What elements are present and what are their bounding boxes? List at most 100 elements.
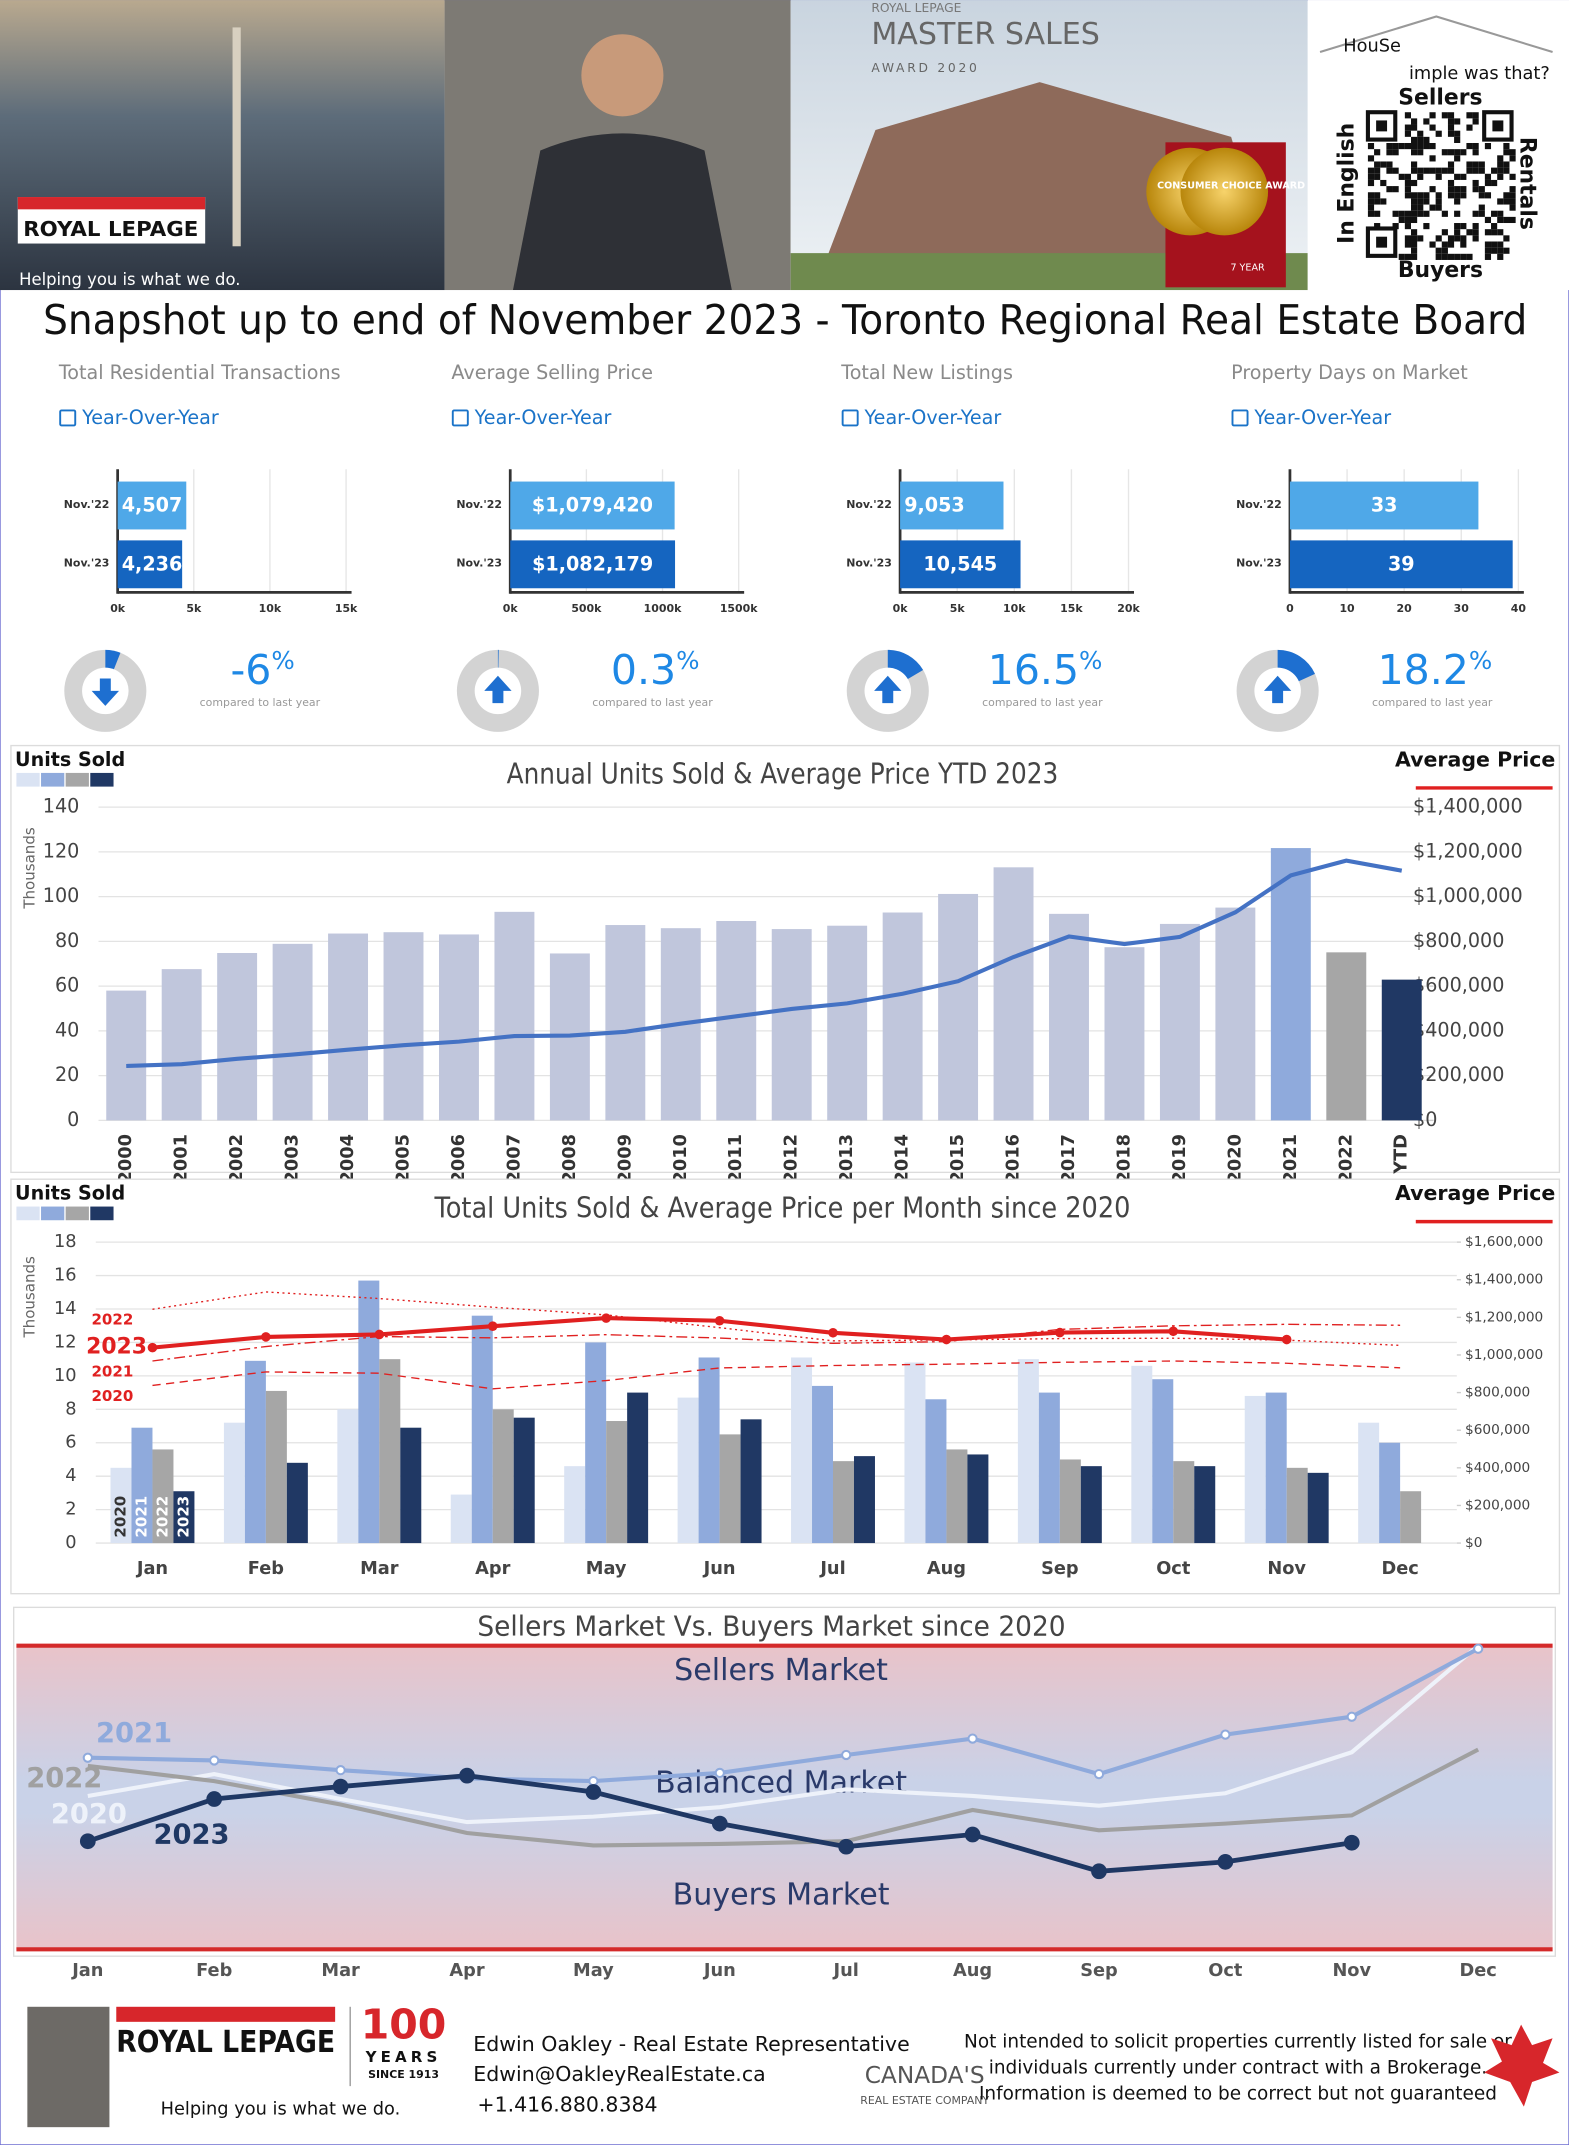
change-note: compared to last year bbox=[200, 696, 321, 709]
qr-cell bbox=[1367, 192, 1375, 199]
legend-swatch bbox=[41, 772, 65, 787]
qr-cell bbox=[1367, 143, 1375, 150]
kpi-title: Property Days on Market bbox=[1231, 361, 1468, 384]
category-label: Nov.'23 bbox=[64, 557, 110, 570]
award-year: AWARD 2020 bbox=[871, 61, 979, 75]
x-tick-label: May bbox=[573, 1960, 614, 1981]
agent-email: Edwin@OakleyRealEstate.ca bbox=[473, 2062, 765, 2086]
x-tick-label: 2009 bbox=[614, 1134, 635, 1183]
qr-cell bbox=[1472, 161, 1479, 168]
qr-cell bbox=[1460, 235, 1467, 242]
qr-cell bbox=[1374, 161, 1381, 168]
qr-cell bbox=[1466, 112, 1473, 119]
qr-cell bbox=[1404, 179, 1412, 187]
qr-cell bbox=[1423, 118, 1430, 125]
qr-cell bbox=[1472, 235, 1479, 242]
bar bbox=[110, 1467, 132, 1544]
qr-cell bbox=[1503, 198, 1510, 205]
market-line bbox=[87, 1644, 1480, 1825]
y-tick-label: 80 bbox=[55, 929, 79, 952]
x-tick-label: Apr bbox=[449, 1960, 484, 1981]
x-tick-label: 10k bbox=[259, 602, 282, 615]
qr-cell bbox=[1441, 253, 1448, 260]
bar-series-label: 2023 bbox=[174, 1496, 192, 1538]
change-unit: % bbox=[1079, 646, 1102, 675]
bar bbox=[383, 932, 424, 1121]
x-tick-label: 15k bbox=[1060, 602, 1083, 615]
x-tick-label: 2007 bbox=[503, 1134, 524, 1183]
qr-cell bbox=[1411, 118, 1418, 125]
x-tick-label: Jun bbox=[703, 1558, 736, 1579]
bar bbox=[1289, 540, 1513, 589]
qr-cell bbox=[1417, 167, 1424, 174]
kpi-period: Year-Over-Year bbox=[1253, 406, 1391, 429]
qr-cell bbox=[1466, 253, 1473, 260]
qr-cell bbox=[1411, 247, 1418, 254]
bar bbox=[438, 934, 479, 1121]
qr-cell bbox=[1447, 253, 1455, 260]
qr-cell bbox=[1497, 161, 1504, 168]
qr-line1: HouSe bbox=[1343, 36, 1401, 57]
roof bbox=[1319, 15, 1553, 54]
price-marker bbox=[147, 1342, 158, 1353]
value-label: 10,545 bbox=[923, 553, 997, 576]
legend-swatch bbox=[90, 772, 114, 787]
x-tick-label: 2011 bbox=[725, 1134, 746, 1183]
qr-cell bbox=[1509, 186, 1516, 193]
qr-cell bbox=[1447, 186, 1455, 193]
qr-cell bbox=[1497, 229, 1504, 236]
y-tick-label: 14 bbox=[54, 1298, 77, 1319]
qr-code bbox=[1365, 110, 1516, 260]
category-label: Nov.'22 bbox=[456, 498, 502, 511]
qr-right: Rentals bbox=[1515, 137, 1540, 230]
x-tick-label: 500k bbox=[571, 602, 602, 615]
qr-cell bbox=[1484, 173, 1492, 180]
price-marker bbox=[1281, 1334, 1292, 1345]
category-label: Nov.'22 bbox=[846, 498, 892, 511]
qr-cell bbox=[1509, 155, 1516, 162]
bar bbox=[1307, 1472, 1329, 1544]
x-tick-label: 20k bbox=[1117, 602, 1140, 615]
change-unit: % bbox=[676, 646, 699, 675]
x-tick-label: Apr bbox=[475, 1558, 510, 1579]
qr-cell bbox=[1472, 118, 1479, 125]
qr-cell bbox=[1417, 143, 1424, 150]
medal bbox=[1180, 147, 1269, 236]
kpi-period: Year-Over-Year bbox=[864, 406, 1002, 429]
market-marker bbox=[588, 1775, 599, 1787]
qr-cell bbox=[1454, 223, 1461, 230]
qr-cell bbox=[1491, 167, 1498, 174]
bar bbox=[1286, 1467, 1308, 1544]
qr-cell bbox=[1411, 241, 1418, 248]
legend-swatch bbox=[16, 1206, 40, 1221]
market-marker bbox=[964, 1826, 981, 1843]
kpi-period: Year-Over-Year bbox=[81, 406, 219, 429]
qr-cell bbox=[1454, 173, 1461, 180]
qr-finder bbox=[1365, 110, 1398, 142]
qr-cell bbox=[1367, 167, 1375, 174]
qr-cell bbox=[1367, 204, 1375, 211]
y-tick-label: 0 bbox=[67, 1108, 79, 1131]
y-axis-label: Thousands bbox=[21, 1256, 39, 1339]
qr-cell bbox=[1423, 136, 1430, 144]
qr-cell bbox=[1454, 155, 1461, 162]
bar bbox=[677, 1397, 699, 1544]
qr-cell bbox=[1503, 216, 1510, 224]
qr-cell bbox=[1374, 149, 1381, 156]
qr-cell bbox=[1484, 179, 1492, 187]
qr-cell bbox=[1404, 210, 1412, 217]
qr-cell bbox=[1404, 186, 1412, 193]
qr-finder bbox=[1482, 110, 1514, 142]
legend-swatch bbox=[16, 772, 40, 787]
qr-bottom: Buyers bbox=[1398, 258, 1483, 283]
qr-cell bbox=[1417, 173, 1424, 180]
x-tick-label: 2006 bbox=[448, 1134, 469, 1183]
x-tick-label: 0k bbox=[503, 602, 519, 615]
y-tick-label: 10 bbox=[54, 1365, 77, 1386]
x-tick-label: 2018 bbox=[1113, 1134, 1134, 1183]
qr-cell bbox=[1380, 179, 1387, 187]
value-label: $1,079,420 bbox=[532, 494, 653, 517]
qr-cell bbox=[1484, 192, 1492, 199]
x-tick-label: 2004 bbox=[337, 1134, 358, 1183]
qr-cell bbox=[1478, 192, 1485, 199]
